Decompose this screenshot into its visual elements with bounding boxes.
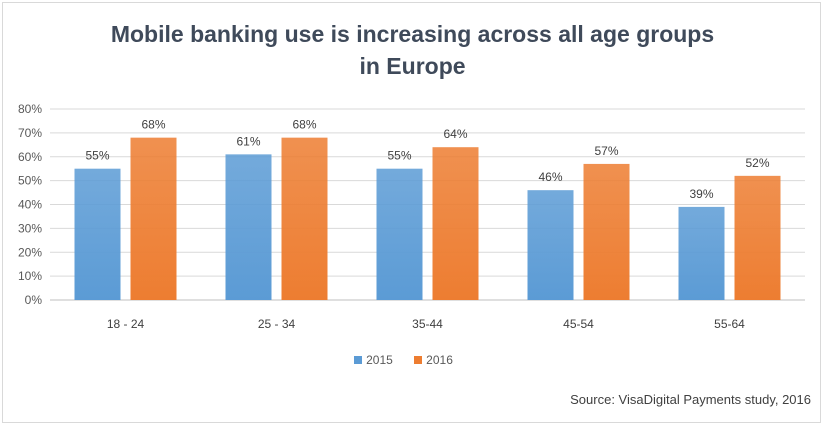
y-tick-label: 70% — [18, 126, 42, 140]
bar-2015-1 — [225, 154, 272, 300]
bar-2016-0 — [130, 137, 177, 300]
y-tick-label: 40% — [18, 198, 42, 212]
data-label-2016-3: 57% — [594, 144, 618, 158]
y-tick-label: 50% — [18, 174, 42, 188]
bar-2016-3 — [583, 163, 630, 300]
chart-legend: 2015 2016 — [0, 352, 825, 367]
y-tick-label: 80% — [18, 102, 42, 116]
y-tick-label: 30% — [18, 221, 42, 235]
x-tick-label-3: 45-54 — [563, 317, 594, 331]
data-label-2016-0: 68% — [141, 118, 165, 132]
bar-2015-0 — [74, 168, 121, 300]
y-tick-label: 60% — [18, 150, 42, 164]
chart-title-line-1: Mobile banking use is increasing across … — [110, 21, 715, 47]
legend-swatch-2015 — [354, 356, 363, 365]
legend-item-2016: 2016 — [414, 352, 453, 367]
data-label-2015-3: 46% — [538, 170, 562, 184]
bar-2016-2 — [432, 147, 479, 300]
data-label-2016-2: 64% — [443, 127, 467, 141]
data-label-2016-1: 68% — [292, 118, 316, 132]
bar-2015-2 — [376, 168, 423, 300]
legend-label-2015: 2015 — [366, 353, 393, 368]
bar-2016-1 — [281, 137, 328, 300]
chart-title-line-2: in Europe — [359, 53, 466, 79]
bar-2015-3 — [527, 190, 574, 300]
x-tick-label-4: 55-64 — [714, 317, 745, 331]
x-tick-label-2: 35-44 — [412, 317, 443, 331]
source-note: Source: VisaDigital Payments study, 2016 — [570, 392, 811, 407]
data-label-2015-1: 61% — [236, 134, 260, 148]
data-label-2016-4: 52% — [745, 156, 769, 170]
data-label-2015-2: 55% — [387, 149, 411, 163]
chart-title: Mobile banking use is increasing across … — [0, 18, 825, 82]
x-tick-label-0: 18 - 24 — [107, 317, 145, 331]
y-tick-label: 0% — [25, 293, 43, 307]
data-label-2015-0: 55% — [85, 149, 109, 163]
data-label-2015-4: 39% — [689, 187, 713, 201]
bar-2016-4 — [734, 175, 781, 300]
bar-2015-4 — [678, 206, 725, 300]
legend-swatch-2016 — [414, 356, 423, 365]
legend-label-2016: 2016 — [426, 353, 453, 368]
legend-item-2015: 2015 — [354, 352, 393, 367]
y-tick-label: 10% — [18, 269, 42, 283]
x-tick-label-1: 25 - 34 — [258, 317, 296, 331]
y-tick-label: 20% — [18, 245, 42, 259]
